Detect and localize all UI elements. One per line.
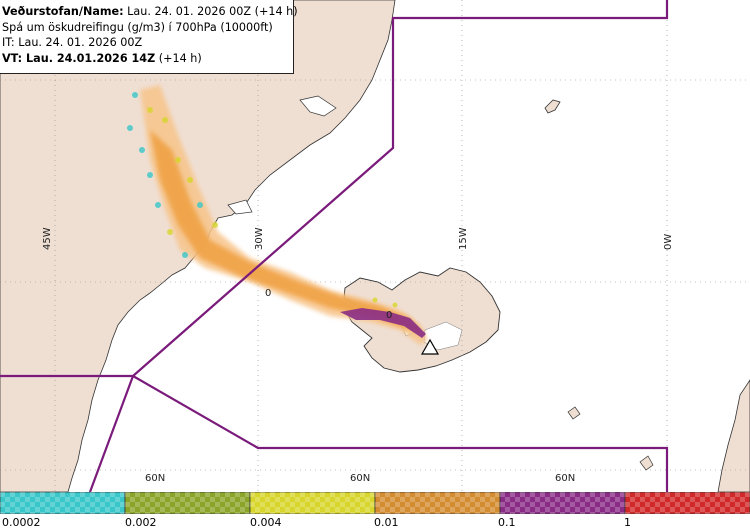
ash-dispersion-map: 45W 30W 15W 0W 60N 60N 60N 0 0 (0, 0, 750, 492)
legend-label: 0.01 (374, 516, 399, 529)
legend-label: 0.004 (250, 516, 282, 529)
ash-plume-core (150, 130, 424, 334)
legend-label: 0.002 (125, 516, 157, 529)
parallel-label: 60N (145, 473, 165, 484)
domain-boundaries (0, 0, 669, 492)
product-description: Spá um öskudreifingu (g/m3) í 700hPa (10… (2, 20, 273, 34)
faroe-islands (639, 455, 654, 471)
ash-plume (127, 85, 428, 345)
greenland-fjord (299, 95, 337, 117)
legend-color-bar (0, 491, 750, 515)
initial-time: IT: Lau. 24. 01. 2026 00Z (2, 36, 143, 49)
concentration-legend (0, 491, 750, 532)
valid-time-offset: (+14 h) (155, 51, 202, 65)
valid-time-line: VT: Lau. 24.01.2026 14Z (+14 h) (2, 51, 293, 67)
iceland-landmass (343, 267, 501, 373)
issuer-label: Veðurstofan/Name: (2, 5, 124, 18)
meridian-label: 15W (458, 227, 469, 250)
legend-label: 0.0002 (2, 516, 41, 529)
issuer-time: Lau. 24. 01. 2026 00Z (+14 h) (123, 5, 298, 18)
parallel-label: 60N (350, 473, 370, 484)
meridian-label: 30W (254, 227, 265, 250)
jan-mayen-island (544, 99, 561, 114)
parallel-label: 60N (555, 473, 575, 484)
ash-plume-high (340, 308, 426, 338)
legend-label: 1 (624, 516, 631, 529)
meridian-label: 0W (663, 234, 674, 250)
greenland-fjord (227, 199, 253, 215)
contour-label: 0 (386, 310, 392, 321)
graticule (0, 0, 750, 492)
forecast-info-box: Veðurstofan/Name: Lau. 24. 01. 2026 00Z … (0, 0, 298, 74)
ash-scatter (127, 92, 398, 308)
volcano-icon (420, 338, 440, 355)
valid-time: VT: Lau. 24.01.2026 14Z (2, 51, 156, 65)
legend-label: 0.1 (498, 516, 516, 529)
small-island (567, 406, 581, 420)
norway-coast (717, 379, 750, 492)
issuer-line: Veðurstofan/Name: Lau. 24. 01. 2026 00Z … (2, 4, 298, 20)
contour-label: 0 (265, 288, 271, 299)
meridian-label: 45W (42, 227, 53, 250)
